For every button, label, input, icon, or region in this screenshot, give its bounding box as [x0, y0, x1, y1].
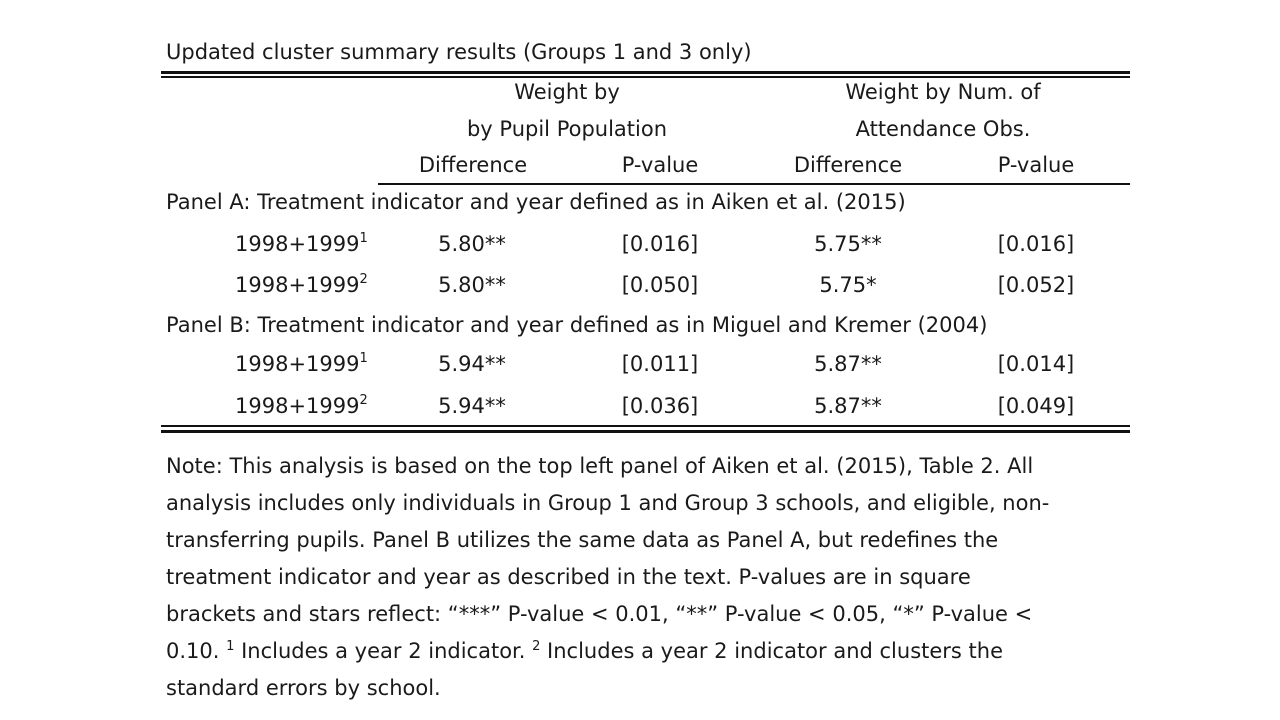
note-line: transferring pupils. Panel B utilizes th…: [166, 528, 999, 552]
header-col-difference-1: Difference: [418, 153, 528, 177]
header-group1-line1: Weight by: [514, 80, 620, 104]
footnote-mark: 2: [532, 639, 541, 654]
row-pvalue-attendance: [0.049]: [997, 394, 1075, 418]
row-diff-pupil: 5.94**: [438, 394, 506, 418]
row-pvalue-attendance: [0.014]: [997, 352, 1075, 376]
row-diff-attendance: 5.75*: [819, 273, 877, 297]
header-group2-line1: Weight by Num. of: [845, 80, 1041, 104]
row-year: 1998+19992: [235, 272, 368, 297]
row-diff-attendance: 5.75**: [814, 232, 882, 256]
footnote-mark: 1: [359, 351, 368, 366]
panel-a-label: Panel A: Treatment indicator and year de…: [166, 190, 906, 214]
row-pvalue-attendance: [0.016]: [997, 232, 1075, 256]
row-year: 1998+19991: [235, 351, 368, 376]
header-col-pvalue-1: P-value: [621, 153, 699, 177]
footnote-mark: 2: [359, 393, 368, 408]
row-year: 1998+19991: [235, 231, 368, 256]
table-caption: Updated cluster summary results (Groups …: [166, 40, 752, 64]
row-diff-pupil: 5.94**: [438, 352, 506, 376]
note-line: brackets and stars reflect: “***” P-valu…: [166, 602, 1033, 626]
footnote-mark: 1: [226, 639, 235, 654]
header-col-pvalue-2: P-value: [997, 153, 1075, 177]
row-pvalue-attendance: [0.052]: [997, 273, 1075, 297]
row-diff-attendance: 5.87**: [814, 352, 882, 376]
top-rule-thin: [161, 76, 1130, 78]
row-diff-pupil: 5.80**: [438, 273, 506, 297]
row-pvalue-pupil: [0.011]: [621, 352, 699, 376]
bottom-rule-thick: [161, 430, 1130, 433]
row-diff-attendance: 5.87**: [814, 394, 882, 418]
table-note: Note: This analysis is based on the top …: [166, 448, 1126, 707]
note-line: Note: This analysis is based on the top …: [166, 454, 1034, 478]
header-rule: [378, 183, 1130, 185]
row-pvalue-pupil: [0.016]: [621, 232, 699, 256]
footnote-mark: 2: [359, 272, 368, 287]
row-year: 1998+19992: [235, 393, 368, 418]
header-group1-line2: by Pupil Population: [466, 117, 668, 141]
note-line: analysis includes only individuals in Gr…: [166, 491, 1050, 515]
note-line: standard errors by school.: [166, 676, 441, 700]
row-pvalue-pupil: [0.050]: [621, 273, 699, 297]
note-line: treatment indicator and year as describe…: [166, 565, 971, 589]
panel-b-label: Panel B: Treatment indicator and year de…: [166, 313, 988, 337]
row-pvalue-pupil: [0.036]: [621, 394, 699, 418]
note-line: 0.10. 1 Includes a year 2 indicator. 2 I…: [166, 639, 1004, 663]
footnote-mark: 1: [359, 231, 368, 246]
header-col-difference-2: Difference: [793, 153, 903, 177]
bottom-rule-thin: [161, 425, 1130, 427]
row-diff-pupil: 5.80**: [438, 232, 506, 256]
top-rule-thick: [161, 71, 1130, 74]
header-group2-line2: Attendance Obs.: [855, 117, 1031, 141]
